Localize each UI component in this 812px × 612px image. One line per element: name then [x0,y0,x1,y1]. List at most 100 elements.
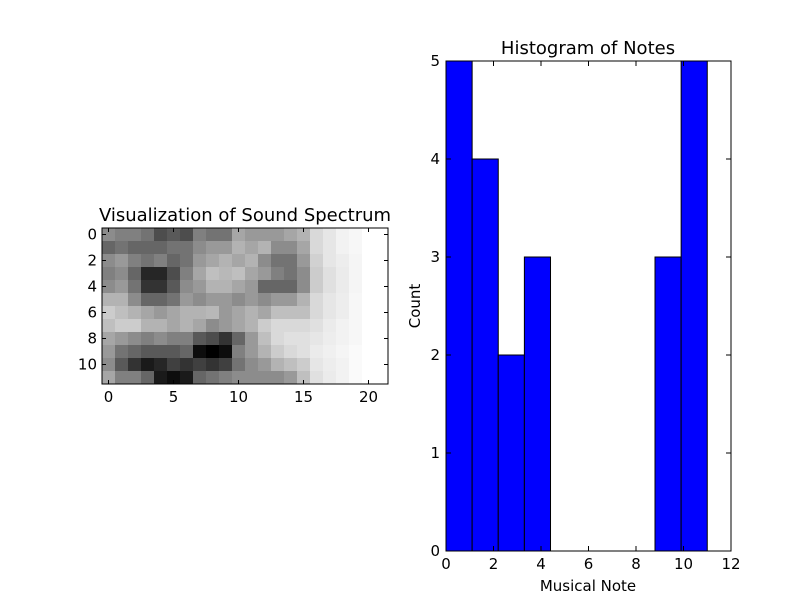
spectrum-cell [284,241,298,255]
spectrum-cell [180,241,194,255]
spectrum-cell [336,267,350,281]
histogram-bars [445,60,708,552]
spectrum-cell [193,332,207,346]
spectrum-cell [258,332,272,346]
spectrum-cell [102,254,116,268]
histogram-x-tick-label: 12 [721,555,740,573]
spectrum-cell [336,371,350,385]
spectrum-cell [180,228,194,242]
spectrum-cell [128,319,142,333]
histogram-y-ticks: 0 1 2 3 4 5 [430,52,731,560]
spectrum-cell [167,293,181,307]
spectrum-cell [323,228,337,242]
spectrum-cell [258,358,272,372]
spectrum-cell [115,228,129,242]
spectrum-cell [271,267,285,281]
spectrum-cell [102,358,116,372]
spectrum-cell [362,345,376,359]
spectrum-cell [336,280,350,294]
spectrum-cell [375,371,389,385]
spectrum-cell [115,293,129,307]
spectrum-cell [141,345,155,359]
histogram-y-label: Count [406,284,424,329]
spectrum-cell [375,254,389,268]
spectrum-cell [102,371,116,385]
spectrum-cell [284,306,298,320]
spectrum-cell [297,306,311,320]
histogram-bar [497,354,525,552]
spectrum-cell [141,280,155,294]
spectrum-cell [271,319,285,333]
spectrum-cell [154,319,168,333]
spectrum-cell [219,280,233,294]
spectrum-cell [297,254,311,268]
spectrum-cell [102,293,116,307]
spectrum-cell [336,319,350,333]
spectrum-cell [206,345,220,359]
spectrum-x-tick-label: 0 [104,388,114,406]
spectrum-cell [180,280,194,294]
spectrum-cell [102,345,116,359]
spectrum-cell [206,332,220,346]
spectrum-cell [167,345,181,359]
spectrum-cell [349,345,363,359]
spectrum-cell [323,319,337,333]
spectrum-cell [284,345,298,359]
spectrum-cell [310,306,324,320]
spectrum-cell [323,358,337,372]
spectrum-cell [258,228,272,242]
spectrum-cell [219,345,233,359]
spectrum-cell [167,267,181,281]
spectrum-cell [375,241,389,255]
spectrum-cell [167,358,181,372]
spectrum-cell [297,267,311,281]
spectrum-cell [193,358,207,372]
spectrum-cell [232,306,246,320]
spectrum-cell [141,228,155,242]
spectrum-cell [245,228,259,242]
spectrum-cell [245,306,259,320]
spectrum-cell [193,267,207,281]
spectrum-cell [297,241,311,255]
spectrum-cell [271,228,285,242]
spectrum-y-tick-label: 8 [87,330,97,348]
spectrum-cell [115,345,129,359]
spectrum-cell [375,358,389,372]
spectrum-cell [284,319,298,333]
spectrum-cell [349,280,363,294]
spectrum-cell [362,371,376,385]
spectrum-cell [102,267,116,281]
spectrum-cell [375,228,389,242]
spectrum-cell [206,254,220,268]
spectrum-cell [375,319,389,333]
spectrum-cell [180,293,194,307]
spectrum-cell [336,332,350,346]
spectrum-cell [193,293,207,307]
spectrum-cell [271,371,285,385]
spectrum-cell [206,293,220,307]
spectrum-cell [180,319,194,333]
spectrum-cell [128,280,142,294]
spectrum-cell [258,345,272,359]
spectrum-cell [128,332,142,346]
spectrum-cell [154,332,168,346]
spectrum-cell [193,345,207,359]
histogram-bar [445,60,473,552]
spectrum-cell [297,358,311,372]
spectrum-cell [310,371,324,385]
spectrum-cell [154,306,168,320]
spectrum-cell [219,228,233,242]
spectrum-y-ticks: 0 2 4 6 8 10 [78,226,388,374]
spectrum-cell [219,371,233,385]
spectrum-cell [323,371,337,385]
spectrum-cell [193,241,207,255]
spectrum-cell [362,228,376,242]
spectrum-y-tick-label: 6 [87,304,97,322]
spectrum-cell [219,241,233,255]
spectrum-cell [232,332,246,346]
spectrum-cell [128,371,142,385]
spectrum-cell [323,332,337,346]
spectrum-cell [284,228,298,242]
spectrum-cell [154,293,168,307]
